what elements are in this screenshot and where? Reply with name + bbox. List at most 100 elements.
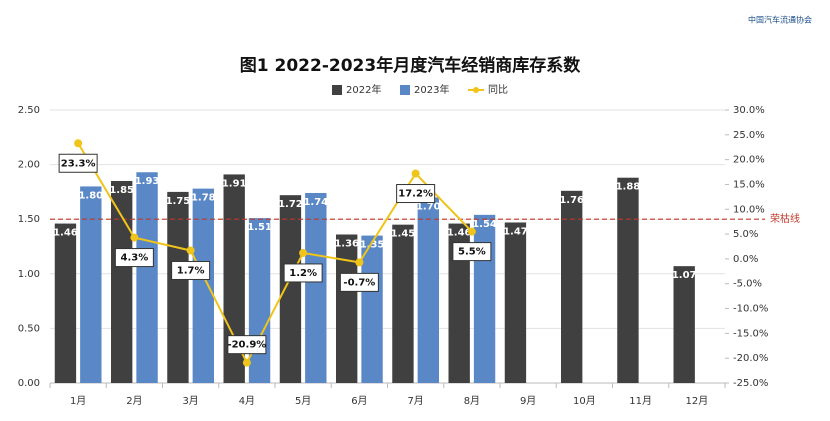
x-tick-label: 4月 [239,395,255,407]
legend-swatch [400,85,410,95]
x-tick-label: 7月 [407,395,423,407]
bar [111,180,133,383]
bar [392,224,414,383]
yoy-label: 23.3% [61,158,96,169]
bar-label: 1.54 [472,219,497,230]
logo: 中国汽车流通协会 [748,15,812,25]
bar-label: 1.35 [360,240,385,251]
y2-tick-label: 25.0% [733,130,765,141]
bar [361,235,383,383]
bar [248,218,271,383]
bar [561,190,583,383]
bar [223,174,245,383]
bar [504,222,527,383]
bar [448,223,470,383]
bar-label: 1.46 [53,228,78,239]
yoy-marker [355,258,364,267]
bar [673,266,695,383]
y-tick-label: 2.50 [18,105,40,116]
y2-tick-label: 0.0% [733,254,758,265]
x-tick-label: 2月 [126,395,142,407]
legend-swatch [473,87,479,93]
bar [279,195,302,383]
yoy-marker [242,358,251,367]
yoy-label: 4.3% [121,253,149,264]
legend-label: 2023年 [414,83,449,96]
bar-label: 1.78 [191,193,216,204]
x-tick-label: 10月 [573,395,596,407]
x-tick-label: 11月 [629,395,652,407]
bar-label: 1.75 [166,196,191,207]
bar [54,223,77,383]
yoy-label: -0.7% [343,277,375,288]
yoy-label-box [396,184,436,204]
yoy-label: 17.2% [398,189,433,200]
bar [417,197,439,383]
bar-label: 1.46 [447,228,472,239]
bar-label: 1.88 [616,182,641,193]
legend-swatch [332,85,342,95]
bar-label: 1.70 [416,201,441,212]
y2-tick-label: -25.0% [733,378,768,389]
x-tick-label: 3月 [182,395,198,407]
yoy-marker [74,139,83,148]
y-tick-label: 2.00 [18,160,40,171]
y2-tick-label: 20.0% [733,155,765,166]
y-tick-label: 0.00 [18,378,40,389]
y2-tick-label: 5.0% [733,229,758,240]
bar-label: 1.91 [222,178,247,189]
yoy-label: 1.2% [289,268,317,279]
yoy-label-box [58,153,98,173]
legend-label: 2022年 [346,83,381,96]
y-tick-label: 1.00 [18,269,40,280]
yoy-marker [299,248,308,257]
reference-label: 荣枯线 [770,212,800,225]
yoy-label-box [171,260,211,280]
y2-tick-label: 15.0% [733,179,765,190]
yoy-marker [411,169,420,178]
x-tick-label: 6月 [351,395,367,407]
x-tick-label: 5月 [295,395,311,407]
yoy-marker [186,246,195,255]
bar [336,234,358,383]
bar [167,191,189,383]
y2-tick-label: -10.0% [733,304,768,315]
bar-label: 1.07 [672,270,697,281]
x-tick-label: 8月 [464,395,480,407]
bar-label: 1.72 [278,199,303,210]
bar [80,186,102,383]
y2-tick-label: -5.0% [733,279,762,290]
y2-tick-label: -15.0% [733,328,768,339]
bar-label: 1.45 [391,229,416,240]
x-tick-label: 12月 [686,395,709,407]
bar-label: 1.93 [135,176,160,187]
yoy-marker [467,227,476,236]
y2-tick-label: 10.0% [733,204,765,215]
bar [192,188,214,383]
bar-label: 1.80 [78,190,103,201]
legend-label: 同比 [488,84,508,96]
y2-tick-label: 30.0% [733,105,765,116]
bar [617,177,639,383]
yoy-label-box [339,272,379,292]
bar-label: 1.85 [109,185,134,196]
yoy-label-box [452,242,492,262]
yoy-label-box [283,263,323,283]
bar [136,172,158,383]
bar-label: 1.74 [303,197,328,208]
yoy-label: -20.9% [227,340,266,351]
y2-tick-label: -20.0% [733,353,768,364]
bar-label: 1.47 [503,226,528,237]
x-tick-label: 1月 [70,395,86,407]
bar [473,214,496,383]
yoy-marker [130,233,139,242]
yoy-label-box [227,335,267,355]
bar-label: 1.36 [334,238,359,249]
bar-label: 1.76 [559,195,584,206]
yoy-label-box [114,248,154,268]
yoy-label: 5.5% [458,247,486,258]
yoy-label: 1.7% [177,265,205,276]
x-tick-label: 9月 [520,395,536,407]
chart-title: 图1 2022-2023年月度汽车经销商库存系数 [240,55,581,76]
